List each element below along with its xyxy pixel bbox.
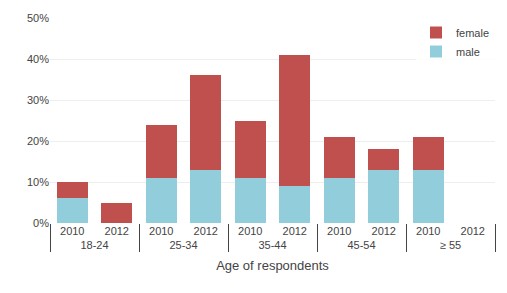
- svg-text:25-34: 25-34: [169, 239, 197, 251]
- svg-text:2012: 2012: [105, 225, 129, 237]
- svg-text:2010: 2010: [327, 225, 351, 237]
- svg-text:2010: 2010: [149, 225, 173, 237]
- svg-text:18-24: 18-24: [80, 239, 108, 251]
- svg-text:2012: 2012: [461, 225, 485, 237]
- svg-text:35-44: 35-44: [258, 239, 286, 251]
- svg-text:2012: 2012: [283, 225, 307, 237]
- svg-text:male: male: [456, 46, 480, 58]
- svg-text:45-54: 45-54: [347, 239, 375, 251]
- svg-text:Age of respondents: Age of respondents: [216, 258, 329, 273]
- svg-text:40%: 40%: [27, 53, 49, 65]
- svg-text:female: female: [456, 27, 489, 39]
- svg-text:2012: 2012: [194, 225, 218, 237]
- svg-text:20%: 20%: [27, 135, 49, 147]
- svg-text:10%: 10%: [27, 176, 49, 188]
- svg-text:50%: 50%: [27, 12, 49, 24]
- svg-text:2010: 2010: [238, 225, 262, 237]
- svg-text:2010: 2010: [60, 225, 84, 237]
- svg-text:30%: 30%: [27, 94, 49, 106]
- svg-text:0%: 0%: [33, 217, 49, 229]
- svg-text:≥ 55: ≥ 55: [440, 239, 461, 251]
- svg-text:2010: 2010: [416, 225, 440, 237]
- svg-text:2012: 2012: [372, 225, 396, 237]
